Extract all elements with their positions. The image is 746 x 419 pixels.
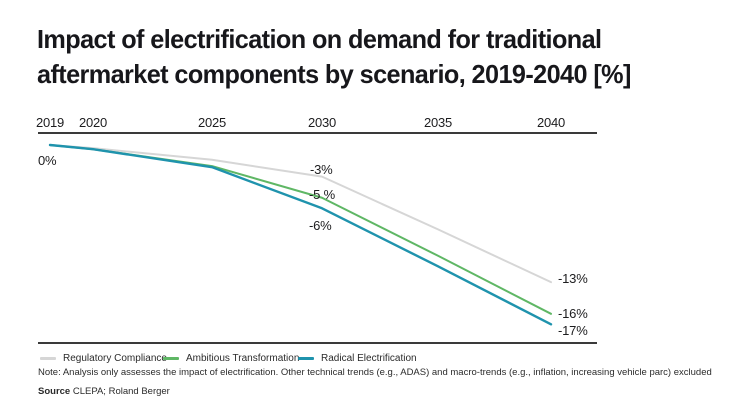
- source-text: CLEPA; Roland Berger: [70, 386, 170, 397]
- legend-label: Regulatory Compliance: [63, 352, 167, 364]
- line-regulatory-compliance: [49, 144, 552, 284]
- x-tick-2019: 2019: [35, 115, 65, 130]
- x-tick-2020: 2020: [78, 115, 108, 130]
- legend-item-ambitious-transformation: Ambitious Transformation: [163, 351, 299, 365]
- source-label: Source: [38, 386, 71, 397]
- value-label: -5 %: [309, 187, 335, 202]
- chart-title-line-1: Impact of electrification on demand for …: [37, 24, 602, 54]
- footer-divider-rule: [38, 342, 597, 344]
- x-tick-2040: 2040: [536, 115, 566, 130]
- chart-title-line-2: aftermarket components by scenario, 2019…: [37, 59, 631, 89]
- value-label: -13%: [558, 271, 588, 286]
- value-label: 0%: [38, 153, 57, 168]
- legend-dash-icon: [40, 356, 56, 360]
- legend-item-regulatory-compliance: Regulatory Compliance: [40, 351, 167, 365]
- value-label: -3%: [310, 162, 333, 177]
- chart-title: Impact of electrification on demand for …: [37, 22, 706, 92]
- footnote: Note: Analysis only assesses the impact …: [38, 367, 712, 378]
- x-tick-2030: 2030: [307, 115, 337, 130]
- value-label: -17%: [558, 323, 588, 338]
- legend-label: Ambitious Transformation: [186, 352, 300, 364]
- value-label: -6%: [309, 218, 332, 233]
- legend-item-radical-electrification: Radical Electrification: [298, 351, 417, 365]
- legend-label: Radical Electrification: [321, 352, 417, 364]
- line-radical-electrification: [48, 143, 553, 326]
- source-line: Source CLEPA; Roland Berger: [38, 386, 170, 397]
- legend-dash-icon: [163, 356, 179, 360]
- value-label: -16%: [558, 306, 588, 321]
- x-axis-rule: [38, 132, 597, 134]
- x-tick-2035: 2035: [423, 115, 453, 130]
- legend-dash-icon: [298, 356, 314, 360]
- x-tick-2025: 2025: [197, 115, 227, 130]
- line-ambitious-transformation: [49, 144, 552, 315]
